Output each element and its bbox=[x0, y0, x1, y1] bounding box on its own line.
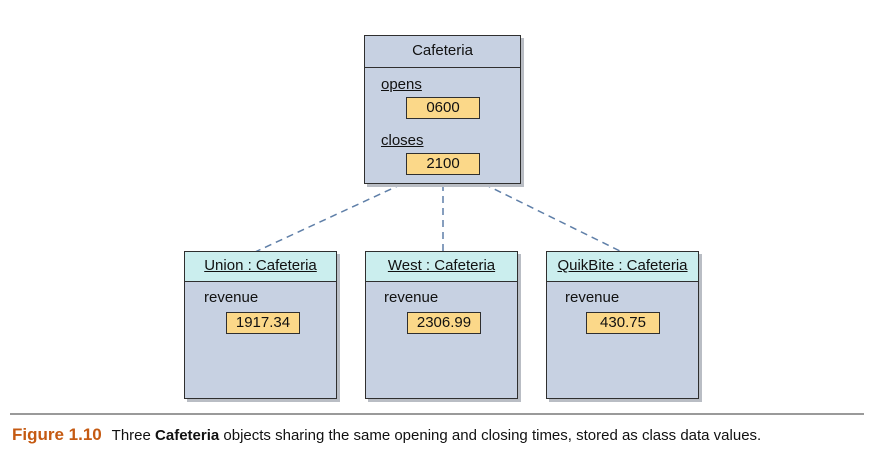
link-union bbox=[254, 183, 403, 253]
object-title: QuikBite : Cafeteria bbox=[547, 252, 698, 282]
object-box-union: Union : Cafeteria revenue 1917.34 bbox=[184, 251, 337, 399]
class-name: Cafeteria bbox=[365, 36, 520, 68]
link-quikbite bbox=[483, 183, 623, 253]
value-revenue: 430.75 bbox=[586, 312, 660, 334]
caption-bold-term: Cafeteria bbox=[155, 427, 220, 444]
attribute-revenue: revenue bbox=[384, 289, 439, 306]
object-box-west: West : Cafeteria revenue 2306.99 bbox=[365, 251, 518, 399]
caption-rule bbox=[10, 413, 864, 415]
object-title: Union : Cafeteria bbox=[185, 252, 336, 282]
value-closes: 2100 bbox=[406, 153, 480, 175]
figure-number: Figure 1.10 bbox=[12, 425, 102, 444]
attribute-revenue: revenue bbox=[204, 289, 259, 306]
attribute-closes: closes bbox=[381, 132, 424, 149]
figure-caption: Figure 1.10 Three Cafeteria objects shar… bbox=[12, 425, 761, 445]
class-box: Cafeteria opens 0600 closes 2100 bbox=[364, 35, 521, 184]
attribute-opens: opens bbox=[381, 76, 422, 93]
caption-text-before: Three bbox=[111, 427, 151, 444]
value-revenue: 1917.34 bbox=[226, 312, 300, 334]
object-box-quikbite: QuikBite : Cafeteria revenue 430.75 bbox=[546, 251, 699, 399]
attribute-revenue: revenue bbox=[565, 289, 620, 306]
value-revenue: 2306.99 bbox=[407, 312, 481, 334]
caption-text-after: objects sharing the same opening and clo… bbox=[223, 427, 762, 444]
object-title: West : Cafeteria bbox=[366, 252, 517, 282]
value-opens: 0600 bbox=[406, 97, 480, 119]
